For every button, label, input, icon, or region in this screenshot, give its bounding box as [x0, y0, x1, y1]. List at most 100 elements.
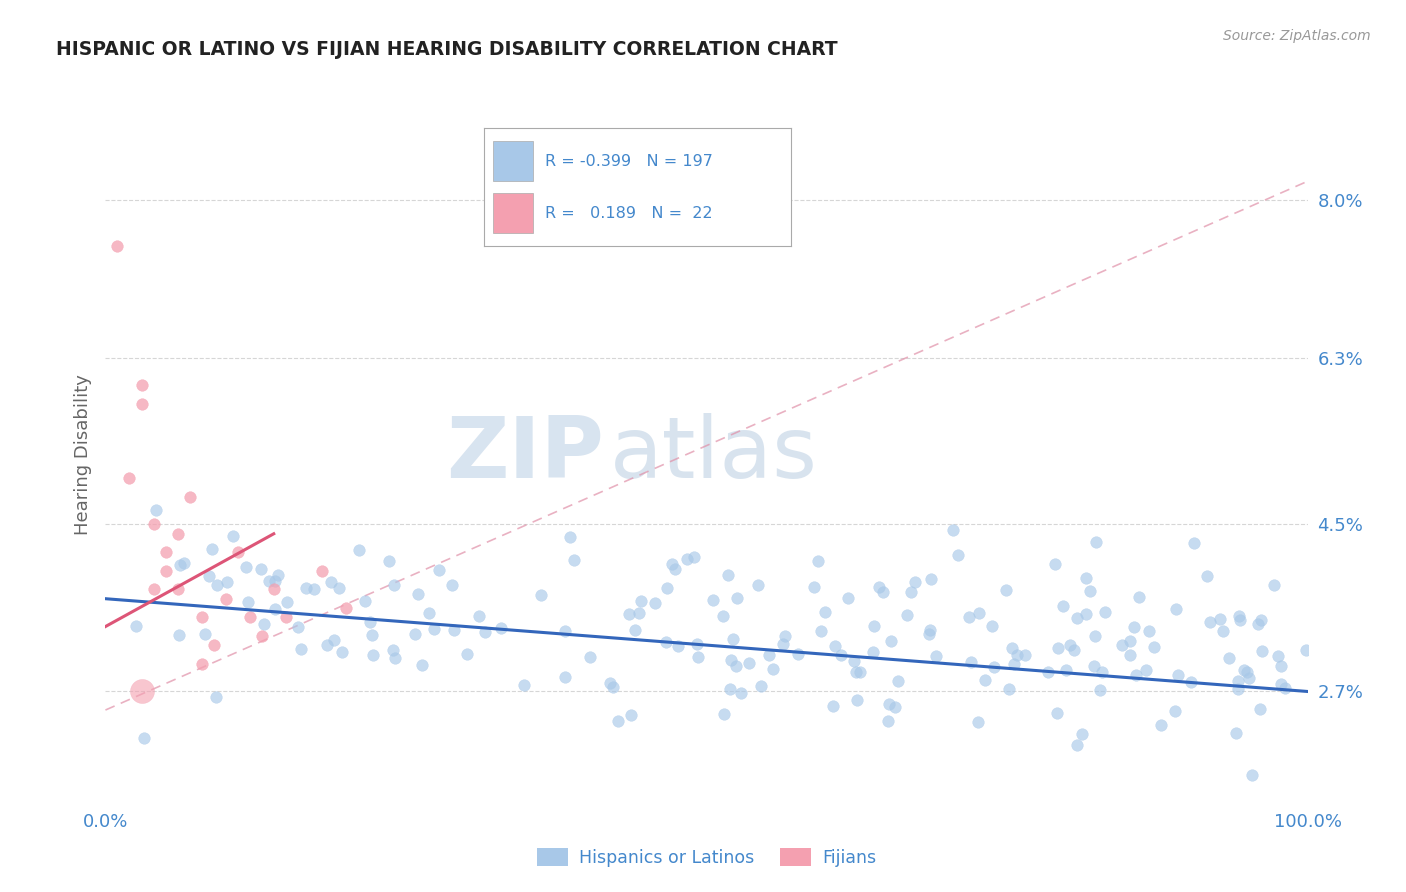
Point [118, 471, 141, 485]
Point [1046, 706, 1069, 720]
Point [775, 628, 797, 642]
Point [377, 554, 399, 568]
Point [904, 574, 927, 589]
Point [925, 649, 948, 664]
Point [1225, 726, 1247, 740]
Point [1052, 599, 1074, 614]
Point [974, 673, 997, 687]
Point [166, 526, 188, 541]
Point [194, 627, 217, 641]
Point [1247, 617, 1270, 632]
Point [205, 690, 228, 704]
Point [762, 662, 785, 676]
Point [877, 714, 900, 729]
Point [562, 552, 585, 566]
Point [1111, 638, 1133, 652]
Point [661, 557, 683, 571]
Point [513, 678, 536, 692]
Point [606, 714, 628, 728]
Point [627, 607, 650, 621]
Point [1195, 569, 1218, 583]
Point [217, 574, 239, 589]
Point [202, 638, 225, 652]
Point [624, 624, 647, 638]
Point [239, 610, 262, 624]
Point [1014, 648, 1036, 663]
Point [1249, 702, 1271, 716]
Point [257, 574, 280, 588]
Point [942, 523, 965, 537]
Point [290, 641, 312, 656]
Point [1250, 613, 1272, 627]
Point [222, 529, 245, 543]
Point [1167, 668, 1189, 682]
Point [155, 564, 177, 578]
Point [253, 617, 276, 632]
Point [666, 639, 689, 653]
Point [134, 731, 156, 745]
Point [382, 578, 405, 592]
Point [197, 569, 219, 583]
Point [1083, 659, 1105, 673]
Point [758, 648, 780, 663]
Point [145, 503, 167, 517]
Point [1001, 640, 1024, 655]
Point [862, 619, 884, 633]
Point [142, 517, 165, 532]
Point [1119, 634, 1142, 648]
Point [250, 629, 273, 643]
Point [107, 239, 129, 253]
Point [411, 658, 433, 673]
Point [1267, 649, 1289, 664]
Point [1208, 612, 1230, 626]
Point [1066, 611, 1088, 625]
Point [823, 698, 845, 713]
Point [1043, 558, 1066, 572]
Point [717, 568, 740, 582]
Point [330, 645, 353, 659]
Point [1270, 658, 1292, 673]
Point [1076, 571, 1098, 585]
Point [957, 609, 980, 624]
Point [686, 650, 709, 665]
Point [264, 601, 287, 615]
Point [423, 623, 446, 637]
Point [1123, 620, 1146, 634]
Point [361, 648, 384, 662]
Point [837, 591, 859, 606]
Point [644, 596, 666, 610]
Point [250, 562, 273, 576]
Point [1180, 675, 1202, 690]
Point [263, 574, 285, 589]
Point [263, 582, 285, 597]
Point [727, 591, 749, 605]
Point [806, 553, 828, 567]
Point [1251, 644, 1274, 658]
Point [404, 627, 426, 641]
Point [1002, 657, 1025, 671]
Point [1119, 648, 1142, 662]
Point [619, 607, 641, 622]
Point [772, 637, 794, 651]
Point [960, 655, 983, 669]
Point [814, 605, 837, 619]
Point [1237, 671, 1260, 685]
Point [418, 607, 440, 621]
Point [276, 595, 298, 609]
Point [328, 582, 350, 596]
Point [322, 632, 344, 647]
Point [1135, 663, 1157, 677]
Point [1240, 768, 1263, 782]
Point [702, 593, 724, 607]
Point [1071, 726, 1094, 740]
Y-axis label: Hearing Disability: Hearing Disability [73, 375, 91, 535]
Point [1164, 704, 1187, 718]
Point [983, 659, 1005, 673]
Point [530, 588, 553, 602]
Point [169, 558, 191, 573]
Point [981, 619, 1004, 633]
Point [1227, 681, 1250, 696]
Point [1229, 613, 1251, 627]
Point [1125, 667, 1147, 681]
Point [751, 679, 773, 693]
